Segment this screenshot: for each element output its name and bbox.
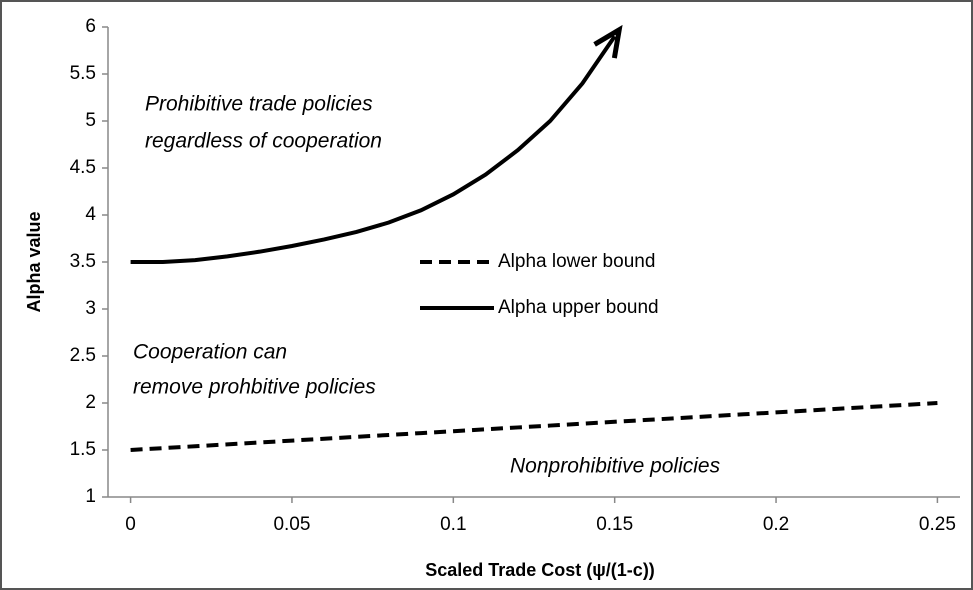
y-tick-label: 3.5: [70, 251, 96, 272]
x-tick-label: 0.2: [763, 514, 789, 535]
y-tick-label: 2.5: [70, 345, 96, 366]
line-series: [130, 401, 938, 452]
annotation: regardless of cooperation: [145, 130, 382, 153]
x-tick-label: 0.15: [596, 514, 633, 535]
y-tick-label: 4: [85, 204, 96, 225]
x-axis-title: Scaled Trade Cost (ψ/(1-c)): [425, 560, 655, 580]
x-tick-label: 0: [125, 514, 136, 535]
line-series: [130, 35, 617, 264]
y-tick-label: 6: [85, 16, 96, 37]
annotation: remove prohbitive policies: [133, 376, 376, 399]
annotation: Prohibitive trade policies: [145, 93, 373, 116]
x-tick-label: 0.05: [273, 514, 310, 535]
y-tick-label: 5: [85, 110, 96, 131]
legend-label: Alpha lower bound: [498, 251, 655, 272]
annotation: Nonprohibitive policies: [510, 455, 721, 478]
legend-label: Alpha upper bound: [498, 297, 659, 318]
y-tick-label: 1: [85, 486, 96, 507]
y-tick-label: 3: [85, 298, 96, 319]
y-axis-title: Alpha value: [24, 211, 44, 312]
y-tick-label: 4.5: [70, 157, 96, 178]
y-tick-label: 5.5: [70, 63, 96, 84]
y-tick-label: 2: [85, 392, 96, 413]
x-tick-label: 0.25: [919, 514, 956, 535]
x-tick-label: 0.1: [440, 514, 466, 535]
y-tick-label: 1.5: [70, 439, 96, 460]
annotation: Cooperation can: [133, 341, 287, 364]
arrowhead: [593, 24, 623, 59]
